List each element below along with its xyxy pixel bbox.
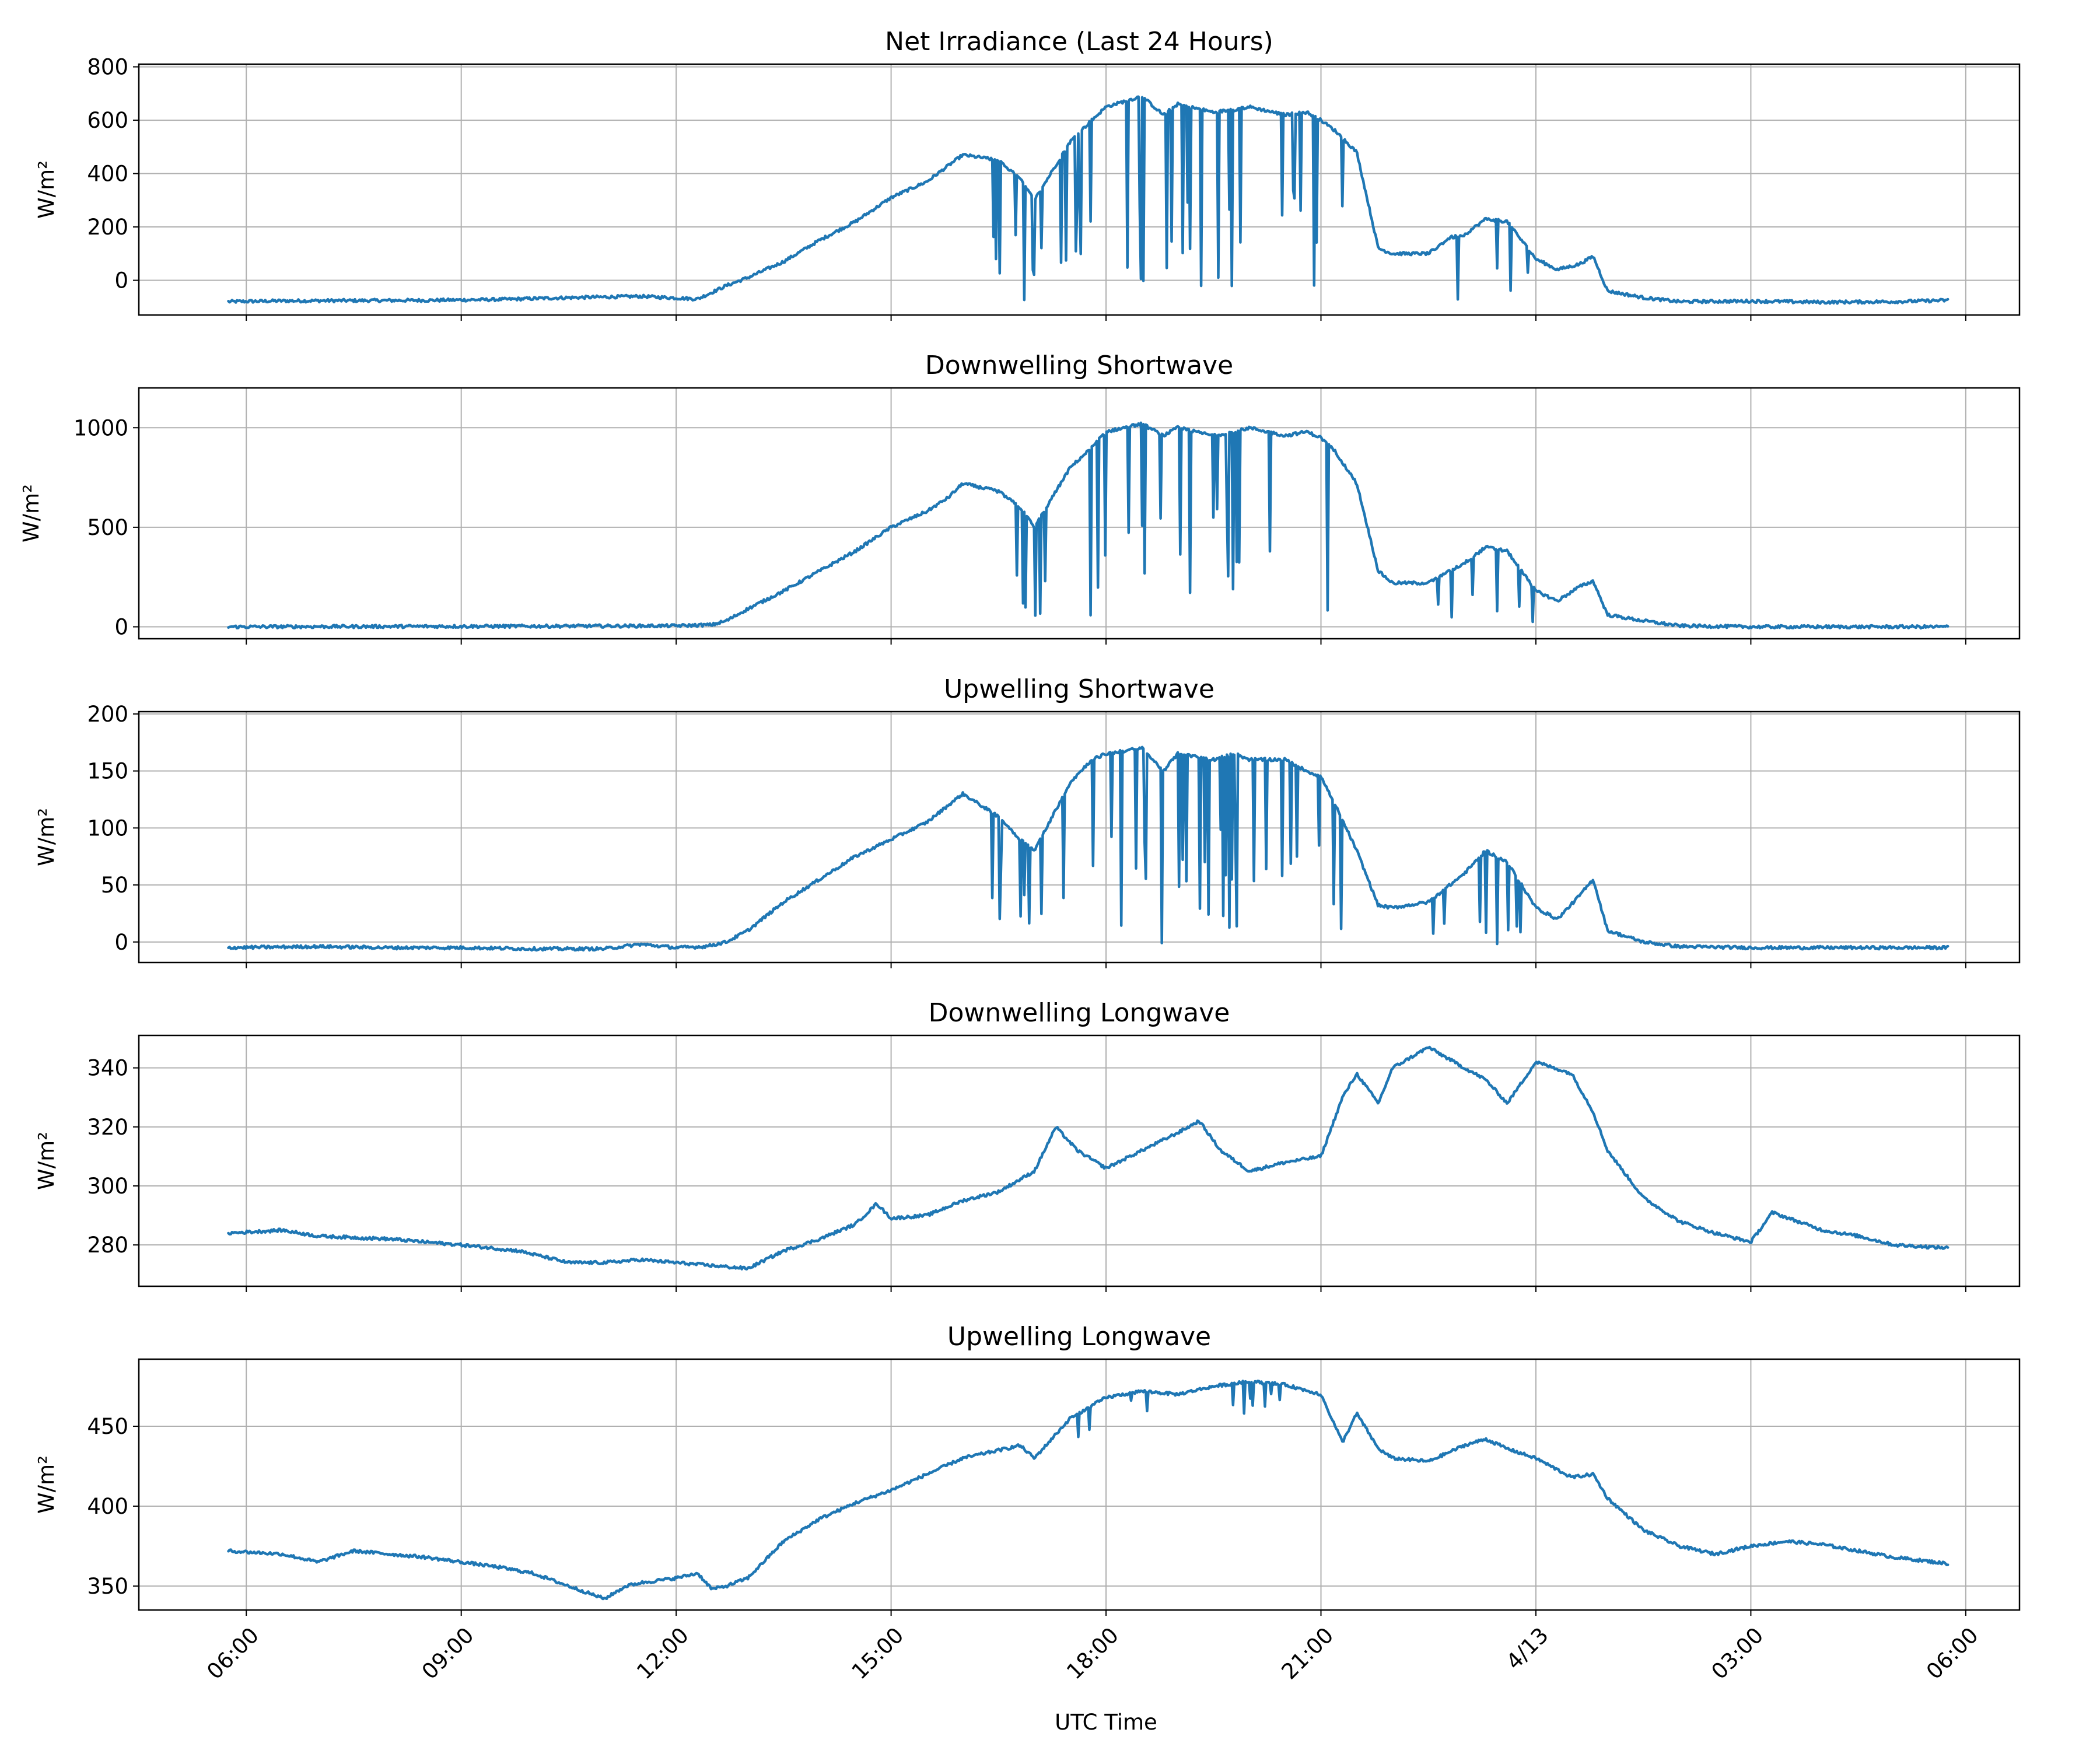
subplot-title: Net Irradiance (Last 24 Hours) xyxy=(885,27,1273,57)
y-tick-label: 800 xyxy=(87,55,128,80)
x-tick-label: 4/13 xyxy=(1502,1623,1553,1675)
x-tick-label: 06:00 xyxy=(202,1623,264,1685)
y-tick-label: 320 xyxy=(87,1115,128,1140)
x-tick-label: 09:00 xyxy=(417,1623,479,1685)
y-tick-label: 0 xyxy=(114,268,128,293)
y-axis-label: W/m² xyxy=(34,1455,59,1514)
y-tick-label: 500 xyxy=(87,515,128,540)
x-axis-label: UTC Time xyxy=(1055,1710,1157,1735)
subplot-3: 0 50 100 150 200 Upwelling Shortwave W/m² xyxy=(34,674,2021,968)
subplot-4: 280 300 320 340 Downwelling Longwave W/m² xyxy=(34,998,2021,1292)
subplot-title: Downwelling Shortwave xyxy=(925,351,1233,380)
y-tick-label: 50 xyxy=(101,873,128,898)
y-tick-label: 340 xyxy=(87,1056,128,1081)
x-tick-label: 21:00 xyxy=(1277,1623,1339,1685)
series-line xyxy=(227,421,1950,630)
y-tick-label: 0 xyxy=(114,930,128,955)
y-tick-label: 1000 xyxy=(74,415,128,440)
y-tick-label: 400 xyxy=(87,1494,128,1519)
x-tick-label: 18:00 xyxy=(1062,1623,1124,1685)
series-line xyxy=(227,1380,1950,1601)
plot-frame xyxy=(138,1034,2021,1287)
series-line xyxy=(227,95,1950,305)
y-tick-label: 0 xyxy=(114,615,128,640)
y-tick-label: 150 xyxy=(87,759,128,784)
series-line xyxy=(227,1045,1950,1271)
x-tick-label: 03:00 xyxy=(1707,1623,1769,1685)
x-tick-label: 06:00 xyxy=(1922,1623,1983,1685)
subplot-1: 0 200 400 600 800 Net Irradiance (Last 24 Hou… xyxy=(34,27,2021,321)
x-tick-label: 15:00 xyxy=(847,1623,909,1685)
y-axis-label: W/m² xyxy=(19,484,44,542)
plot-frame xyxy=(138,387,2021,640)
subplot-title: Upwelling Longwave xyxy=(947,1322,1211,1352)
series-line xyxy=(227,746,1950,952)
subplot-title: Downwelling Longwave xyxy=(929,998,1230,1028)
y-tick-label: 350 xyxy=(87,1574,128,1599)
subplot-5: 350 400 450 Upwelling Longwave W/m² 06:00 09:0… xyxy=(34,1322,2021,1685)
y-tick-label: 450 xyxy=(87,1414,128,1439)
y-tick-label: 280 xyxy=(87,1233,128,1258)
y-tick-label: 100 xyxy=(87,816,128,841)
subplots: 0 200 400 600 800 Net Irradiance (Last 24 Hou… xyxy=(19,27,2021,1685)
subplot-title: Upwelling Shortwave xyxy=(944,674,1214,704)
plot-frame xyxy=(138,710,2021,964)
plot-frame xyxy=(138,1358,2021,1611)
y-axis-label: W/m² xyxy=(34,1132,59,1190)
x-tick-label: 12:00 xyxy=(632,1623,694,1685)
y-tick-label: 200 xyxy=(87,215,128,240)
y-axis-label: W/m² xyxy=(34,808,59,866)
y-tick-label: 300 xyxy=(87,1174,128,1199)
y-axis-label: W/m² xyxy=(34,160,59,219)
y-tick-label: 200 xyxy=(87,702,128,727)
y-tick-label: 400 xyxy=(87,162,128,187)
subplot-2: 0 500 1000 Downwelling Shortwave W/m² xyxy=(19,351,2021,645)
y-tick-label: 600 xyxy=(87,108,128,133)
plot-frame xyxy=(138,63,2021,316)
